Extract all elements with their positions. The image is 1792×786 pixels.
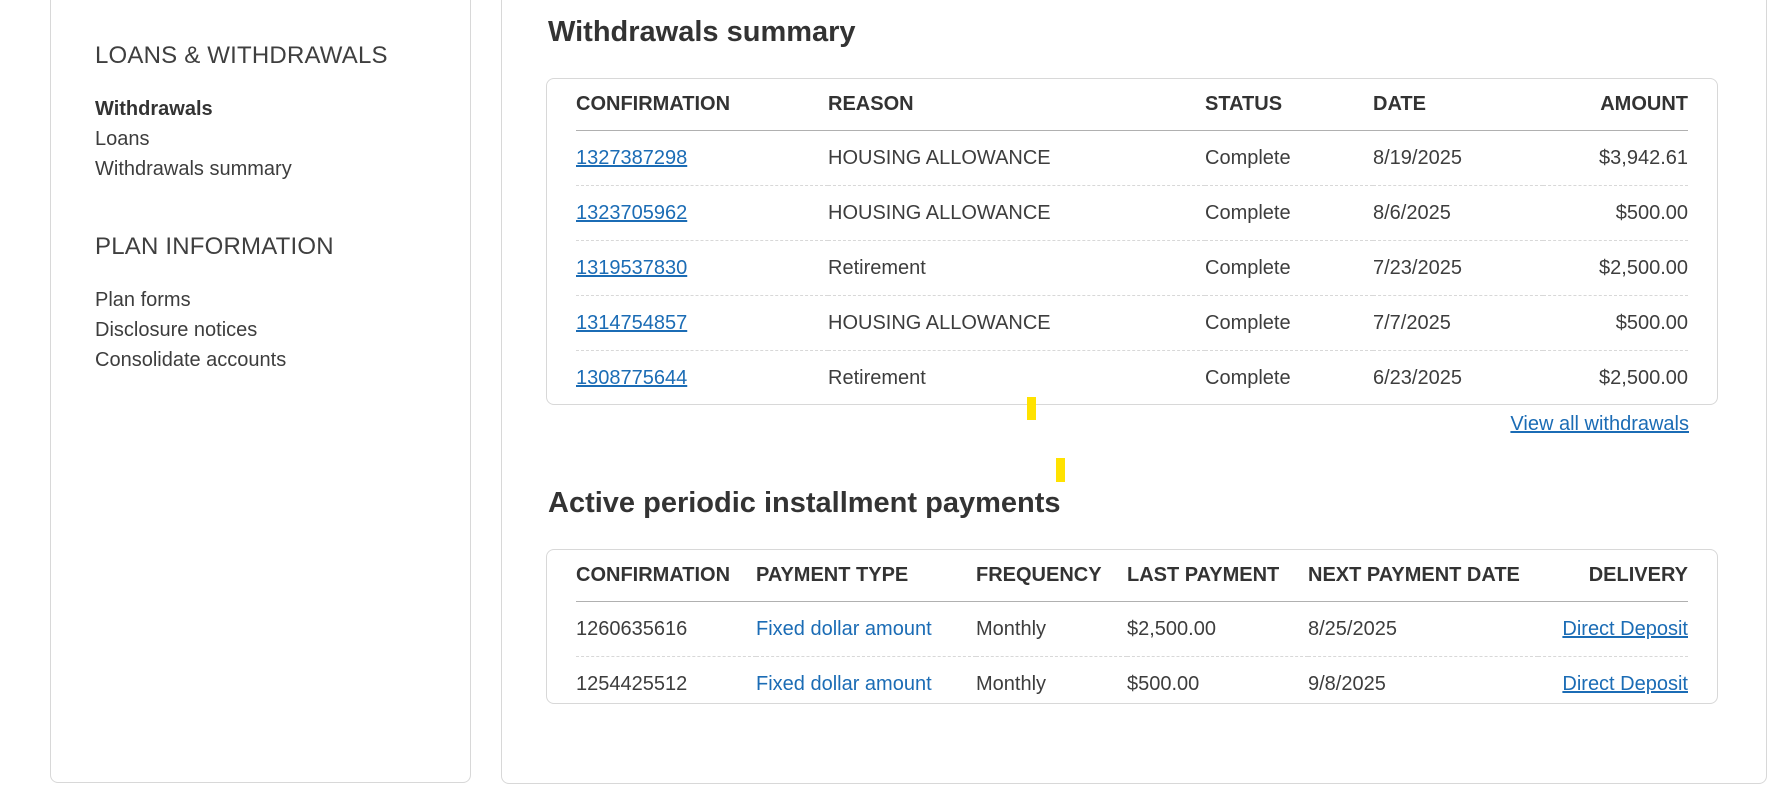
reason-cell: Retirement	[828, 240, 1205, 296]
frequency-cell: Monthly	[976, 617, 1047, 640]
view-all-withdrawals-link[interactable]: View all withdrawals	[1510, 413, 1689, 435]
sidebar-section-title-loans-withdrawals: LOANS & WITHDRAWALS	[95, 42, 388, 69]
last-payment-cell: $2,500.00	[1127, 617, 1216, 640]
col-header-delivery: DELIVERY	[1538, 550, 1688, 602]
sidebar-item-plan-forms[interactable]: Plan forms	[95, 289, 191, 311]
sidebar-section-title-plan-information: PLAN INFORMATION	[95, 233, 334, 260]
status-cell: Complete	[1205, 350, 1373, 405]
payment-type-link[interactable]: Fixed dollar amount	[756, 617, 932, 640]
col-header-confirmation: CONFIRMATION	[576, 550, 756, 602]
main-panel: Withdrawals summary CONFIRMATION REASON …	[501, 0, 1767, 784]
sidebar-item-loans[interactable]: Loans	[95, 128, 150, 150]
sidebar-nav-plan: Plan forms Disclosure notices Consolidat…	[95, 285, 450, 375]
amount-cell: $2,500.00	[1543, 350, 1688, 405]
withdrawals-summary-table: CONFIRMATION REASON STATUS DATE AMOUNT 1…	[576, 79, 1688, 405]
withdrawals-summary-card: CONFIRMATION REASON STATUS DATE AMOUNT 1…	[546, 78, 1718, 405]
withdrawals-summary-title: Withdrawals summary	[548, 16, 856, 48]
col-header-confirmation: CONFIRMATION	[576, 79, 828, 131]
date-cell: 7/7/2025	[1373, 295, 1543, 351]
confirmation-link[interactable]: 1308775644	[576, 366, 688, 389]
status-cell: Complete	[1205, 185, 1373, 241]
status-cell: Complete	[1205, 240, 1373, 296]
amount-cell: $3,942.61	[1599, 146, 1688, 169]
yellow-highlight-mark	[1027, 397, 1036, 420]
sidebar-item-withdrawals[interactable]: Withdrawals	[95, 98, 213, 120]
date-cell: 7/23/2025	[1373, 240, 1543, 296]
delivery-link[interactable]: Direct Deposit	[1562, 672, 1688, 695]
col-header-amount: AMOUNT	[1543, 79, 1688, 131]
confirmation-link[interactable]: 1319537830	[576, 256, 688, 279]
reason-cell: HOUSING ALLOWANCE	[828, 146, 1051, 169]
confirmation-cell: 1260635616	[576, 617, 688, 640]
date-cell: 8/6/2025	[1373, 185, 1543, 241]
last-payment-cell: $500.00	[1127, 656, 1308, 711]
col-header-next-payment-date: NEXT PAYMENT DATE	[1308, 550, 1538, 602]
sidebar-item-withdrawals-summary[interactable]: Withdrawals summary	[95, 158, 292, 180]
installments-table: CONFIRMATION PAYMENT TYPE FREQUENCY LAST…	[576, 550, 1688, 711]
delivery-link[interactable]: Direct Deposit	[1562, 617, 1688, 640]
withdrawals-header-row: CONFIRMATION REASON STATUS DATE AMOUNT	[576, 79, 1688, 131]
date-cell: 6/23/2025	[1373, 350, 1543, 405]
sidebar-nav-loans: Withdrawals Loans Withdrawals summary	[95, 94, 450, 184]
col-header-payment-type: PAYMENT TYPE	[756, 550, 976, 602]
installments-title: Active periodic installment payments	[548, 487, 1061, 519]
next-payment-date-cell: 9/8/2025	[1308, 656, 1538, 711]
withdrawal-row: 1308775644 Retirement Complete 6/23/2025…	[576, 350, 1688, 405]
confirmation-link[interactable]: 1323705962	[576, 201, 688, 224]
withdrawal-row: 1323705962 HOUSING ALLOWANCE Complete 8/…	[576, 185, 1688, 241]
amount-cell: $2,500.00	[1543, 240, 1688, 296]
confirmation-link[interactable]: 1314754857	[576, 311, 688, 334]
date-cell: 8/19/2025	[1373, 146, 1462, 169]
status-cell: Complete	[1205, 295, 1373, 351]
amount-cell: $500.00	[1543, 295, 1688, 351]
view-all-row: View all withdrawals	[546, 413, 1689, 436]
installment-row: 1260635616 Fixed dollar amount Monthly $…	[576, 602, 1688, 657]
col-header-date: DATE	[1373, 79, 1543, 131]
sidebar-item-consolidate-accounts[interactable]: Consolidate accounts	[95, 349, 287, 371]
next-payment-date-cell: 8/25/2025	[1308, 617, 1397, 640]
sidebar: LOANS & WITHDRAWALS Withdrawals Loans Wi…	[50, 0, 471, 783]
installment-row: 1254425512 Fixed dollar amount Monthly $…	[576, 656, 1688, 711]
frequency-cell: Monthly	[976, 656, 1127, 711]
withdrawal-row: 1314754857 HOUSING ALLOWANCE Complete 7/…	[576, 295, 1688, 351]
col-header-last-payment: LAST PAYMENT	[1127, 550, 1308, 602]
yellow-highlight-mark	[1056, 458, 1065, 482]
reason-cell: Retirement	[828, 350, 1205, 405]
col-header-frequency: FREQUENCY	[976, 550, 1127, 602]
col-header-reason: REASON	[828, 79, 1205, 131]
payment-type-link[interactable]: Fixed dollar amount	[756, 672, 932, 695]
withdrawal-row: 1319537830 Retirement Complete 7/23/2025…	[576, 240, 1688, 296]
installments-card: CONFIRMATION PAYMENT TYPE FREQUENCY LAST…	[546, 549, 1718, 711]
reason-cell: HOUSING ALLOWANCE	[828, 295, 1205, 351]
col-header-status: STATUS	[1205, 79, 1373, 131]
status-cell: Complete	[1205, 146, 1291, 169]
reason-cell: HOUSING ALLOWANCE	[828, 185, 1205, 241]
sidebar-item-disclosure-notices[interactable]: Disclosure notices	[95, 319, 258, 341]
amount-cell: $500.00	[1543, 185, 1688, 241]
installments-header-row: CONFIRMATION PAYMENT TYPE FREQUENCY LAST…	[576, 550, 1688, 602]
confirmation-link[interactable]: 1327387298	[576, 146, 688, 169]
withdrawal-row: 1327387298 HOUSING ALLOWANCE Complete 8/…	[576, 131, 1688, 186]
confirmation-cell: 1254425512	[576, 656, 756, 711]
sidebar-gap	[95, 184, 450, 233]
